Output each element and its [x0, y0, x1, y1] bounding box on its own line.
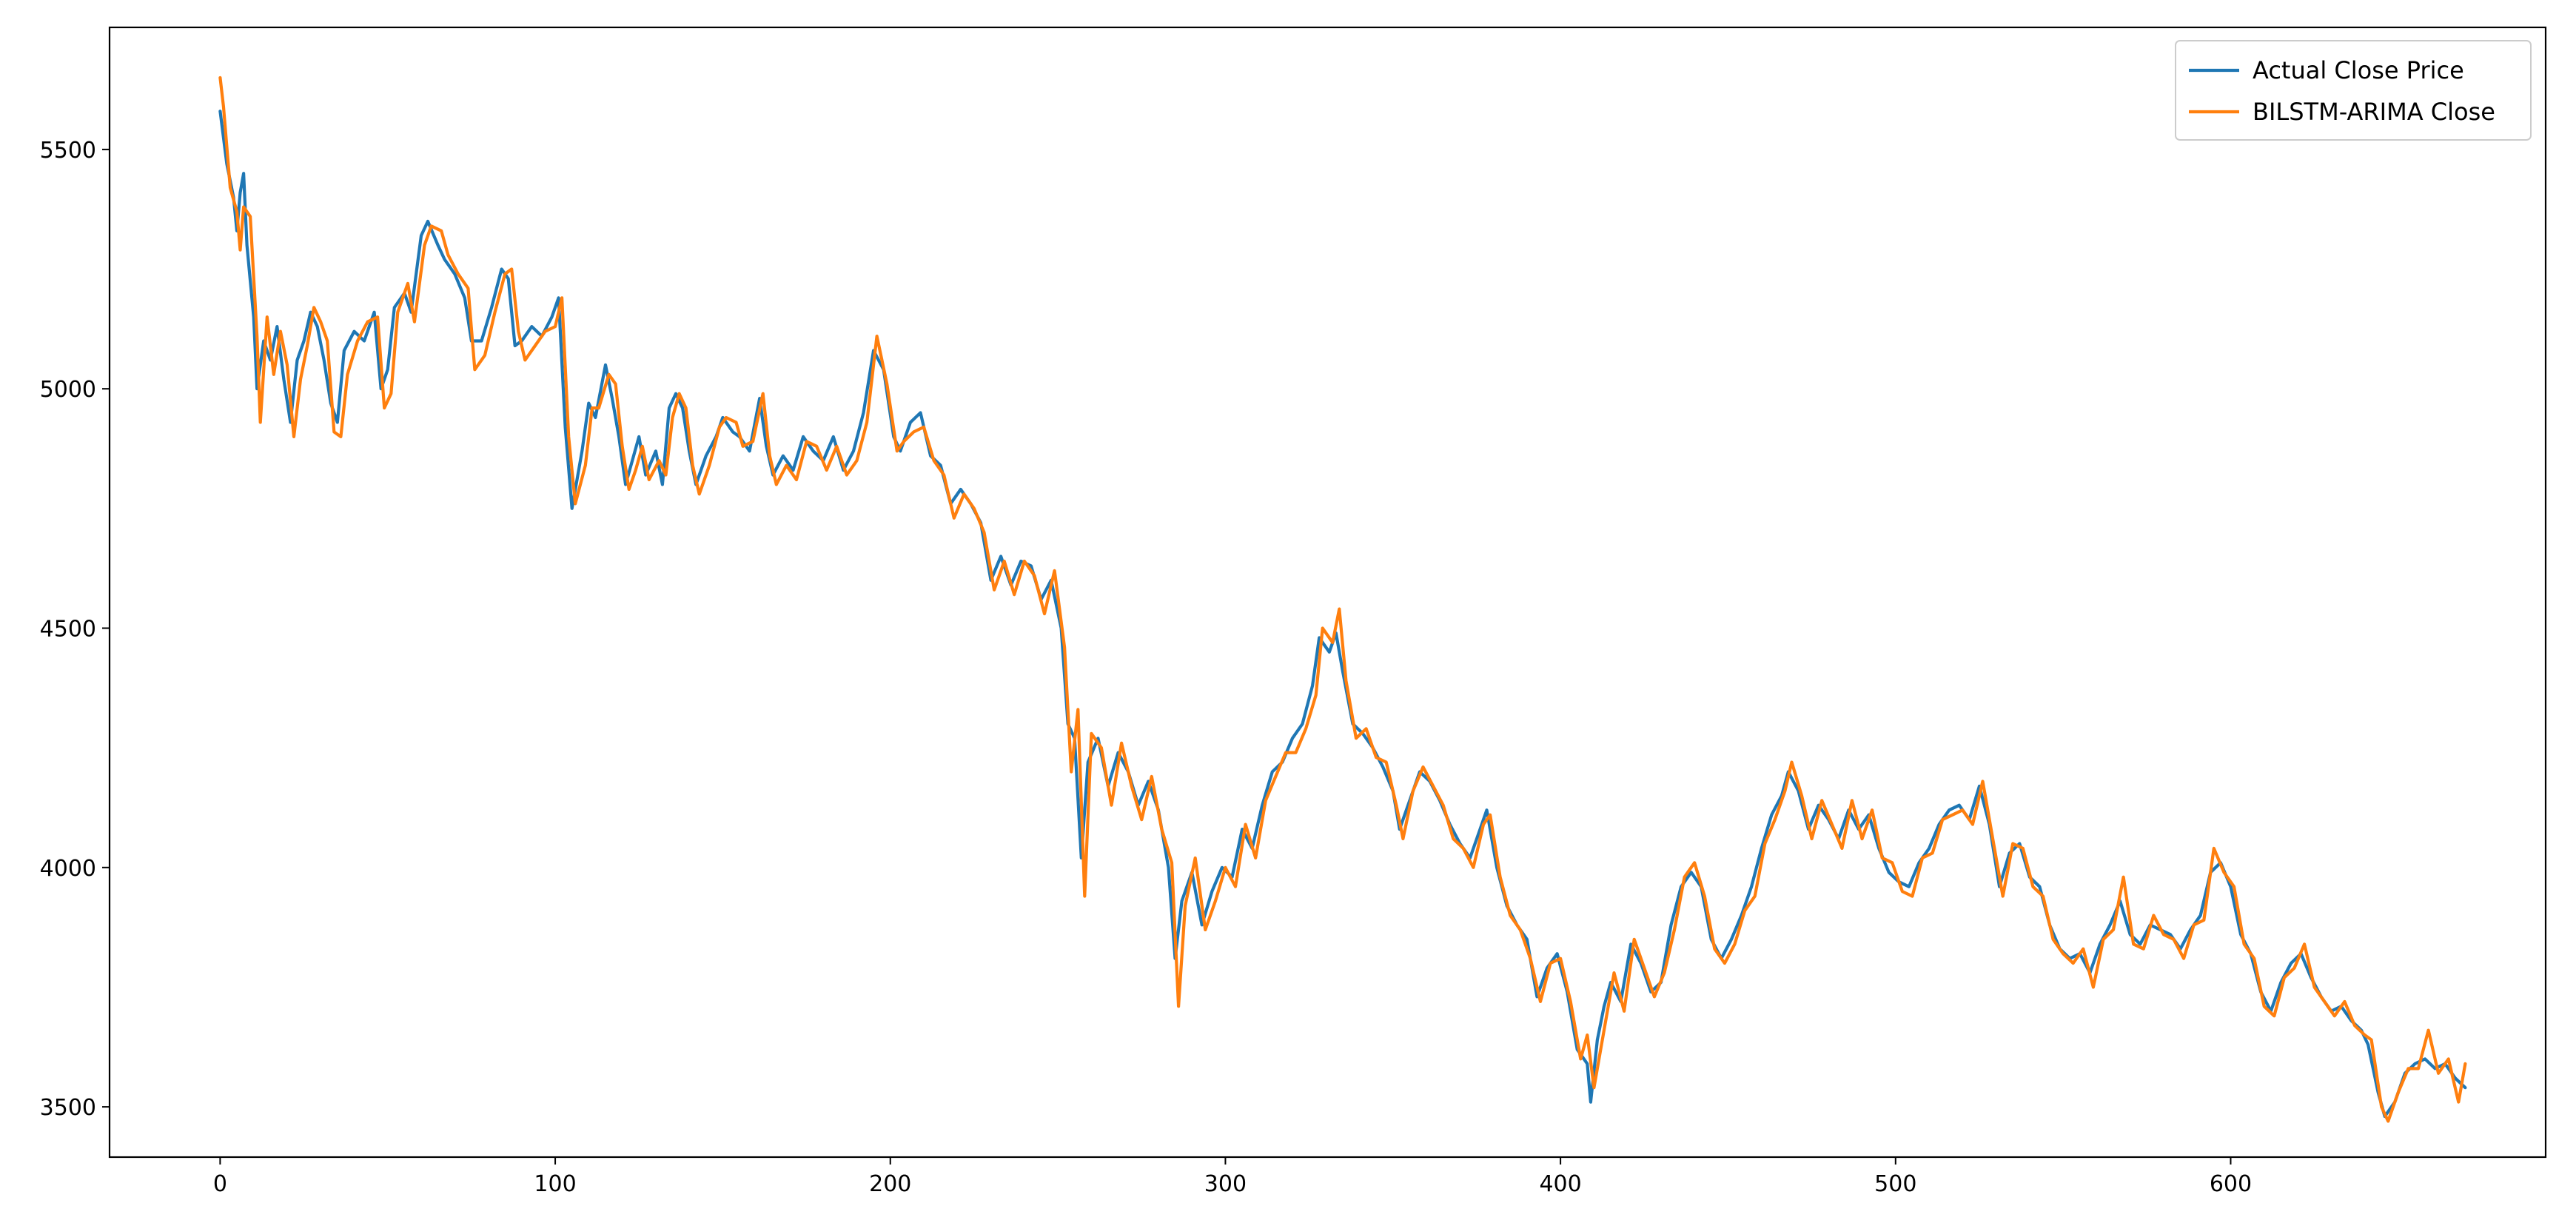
x-tick-label: 600 — [2210, 1171, 2252, 1197]
y-tick-label: 4000 — [40, 856, 96, 882]
x-tick-label: 300 — [1204, 1171, 1247, 1197]
legend-box — [2175, 40, 2532, 141]
x-tick-label: 0 — [213, 1171, 227, 1197]
plot-frame — [108, 26, 2547, 1159]
series-layer — [218, 76, 2467, 1123]
legend-label-2: BILSTM-ARIMA Close — [2253, 98, 2495, 126]
legend-label-1: Actual Close Price — [2253, 56, 2464, 84]
series-line-2 — [218, 76, 2467, 1123]
legend: Actual Close Price BILSTM-ARIMA Close — [2175, 40, 2532, 141]
y-tick-label: 5500 — [40, 138, 96, 164]
x-tick-label: 100 — [534, 1171, 576, 1197]
x-tick-label: 400 — [1539, 1171, 1581, 1197]
y-tick-label: 3500 — [40, 1095, 96, 1121]
y-tick-label: 5000 — [40, 377, 96, 403]
x-tick-label: 500 — [1874, 1171, 1916, 1197]
y-tick-label: 4500 — [40, 616, 96, 642]
y-axis: 3500 4000 4500 5000 5500 — [40, 138, 110, 1121]
x-axis: 0 100 200 300 400 500 600 — [213, 1157, 2252, 1197]
x-tick-label: 200 — [869, 1171, 911, 1197]
series-line-1 — [218, 110, 2467, 1119]
